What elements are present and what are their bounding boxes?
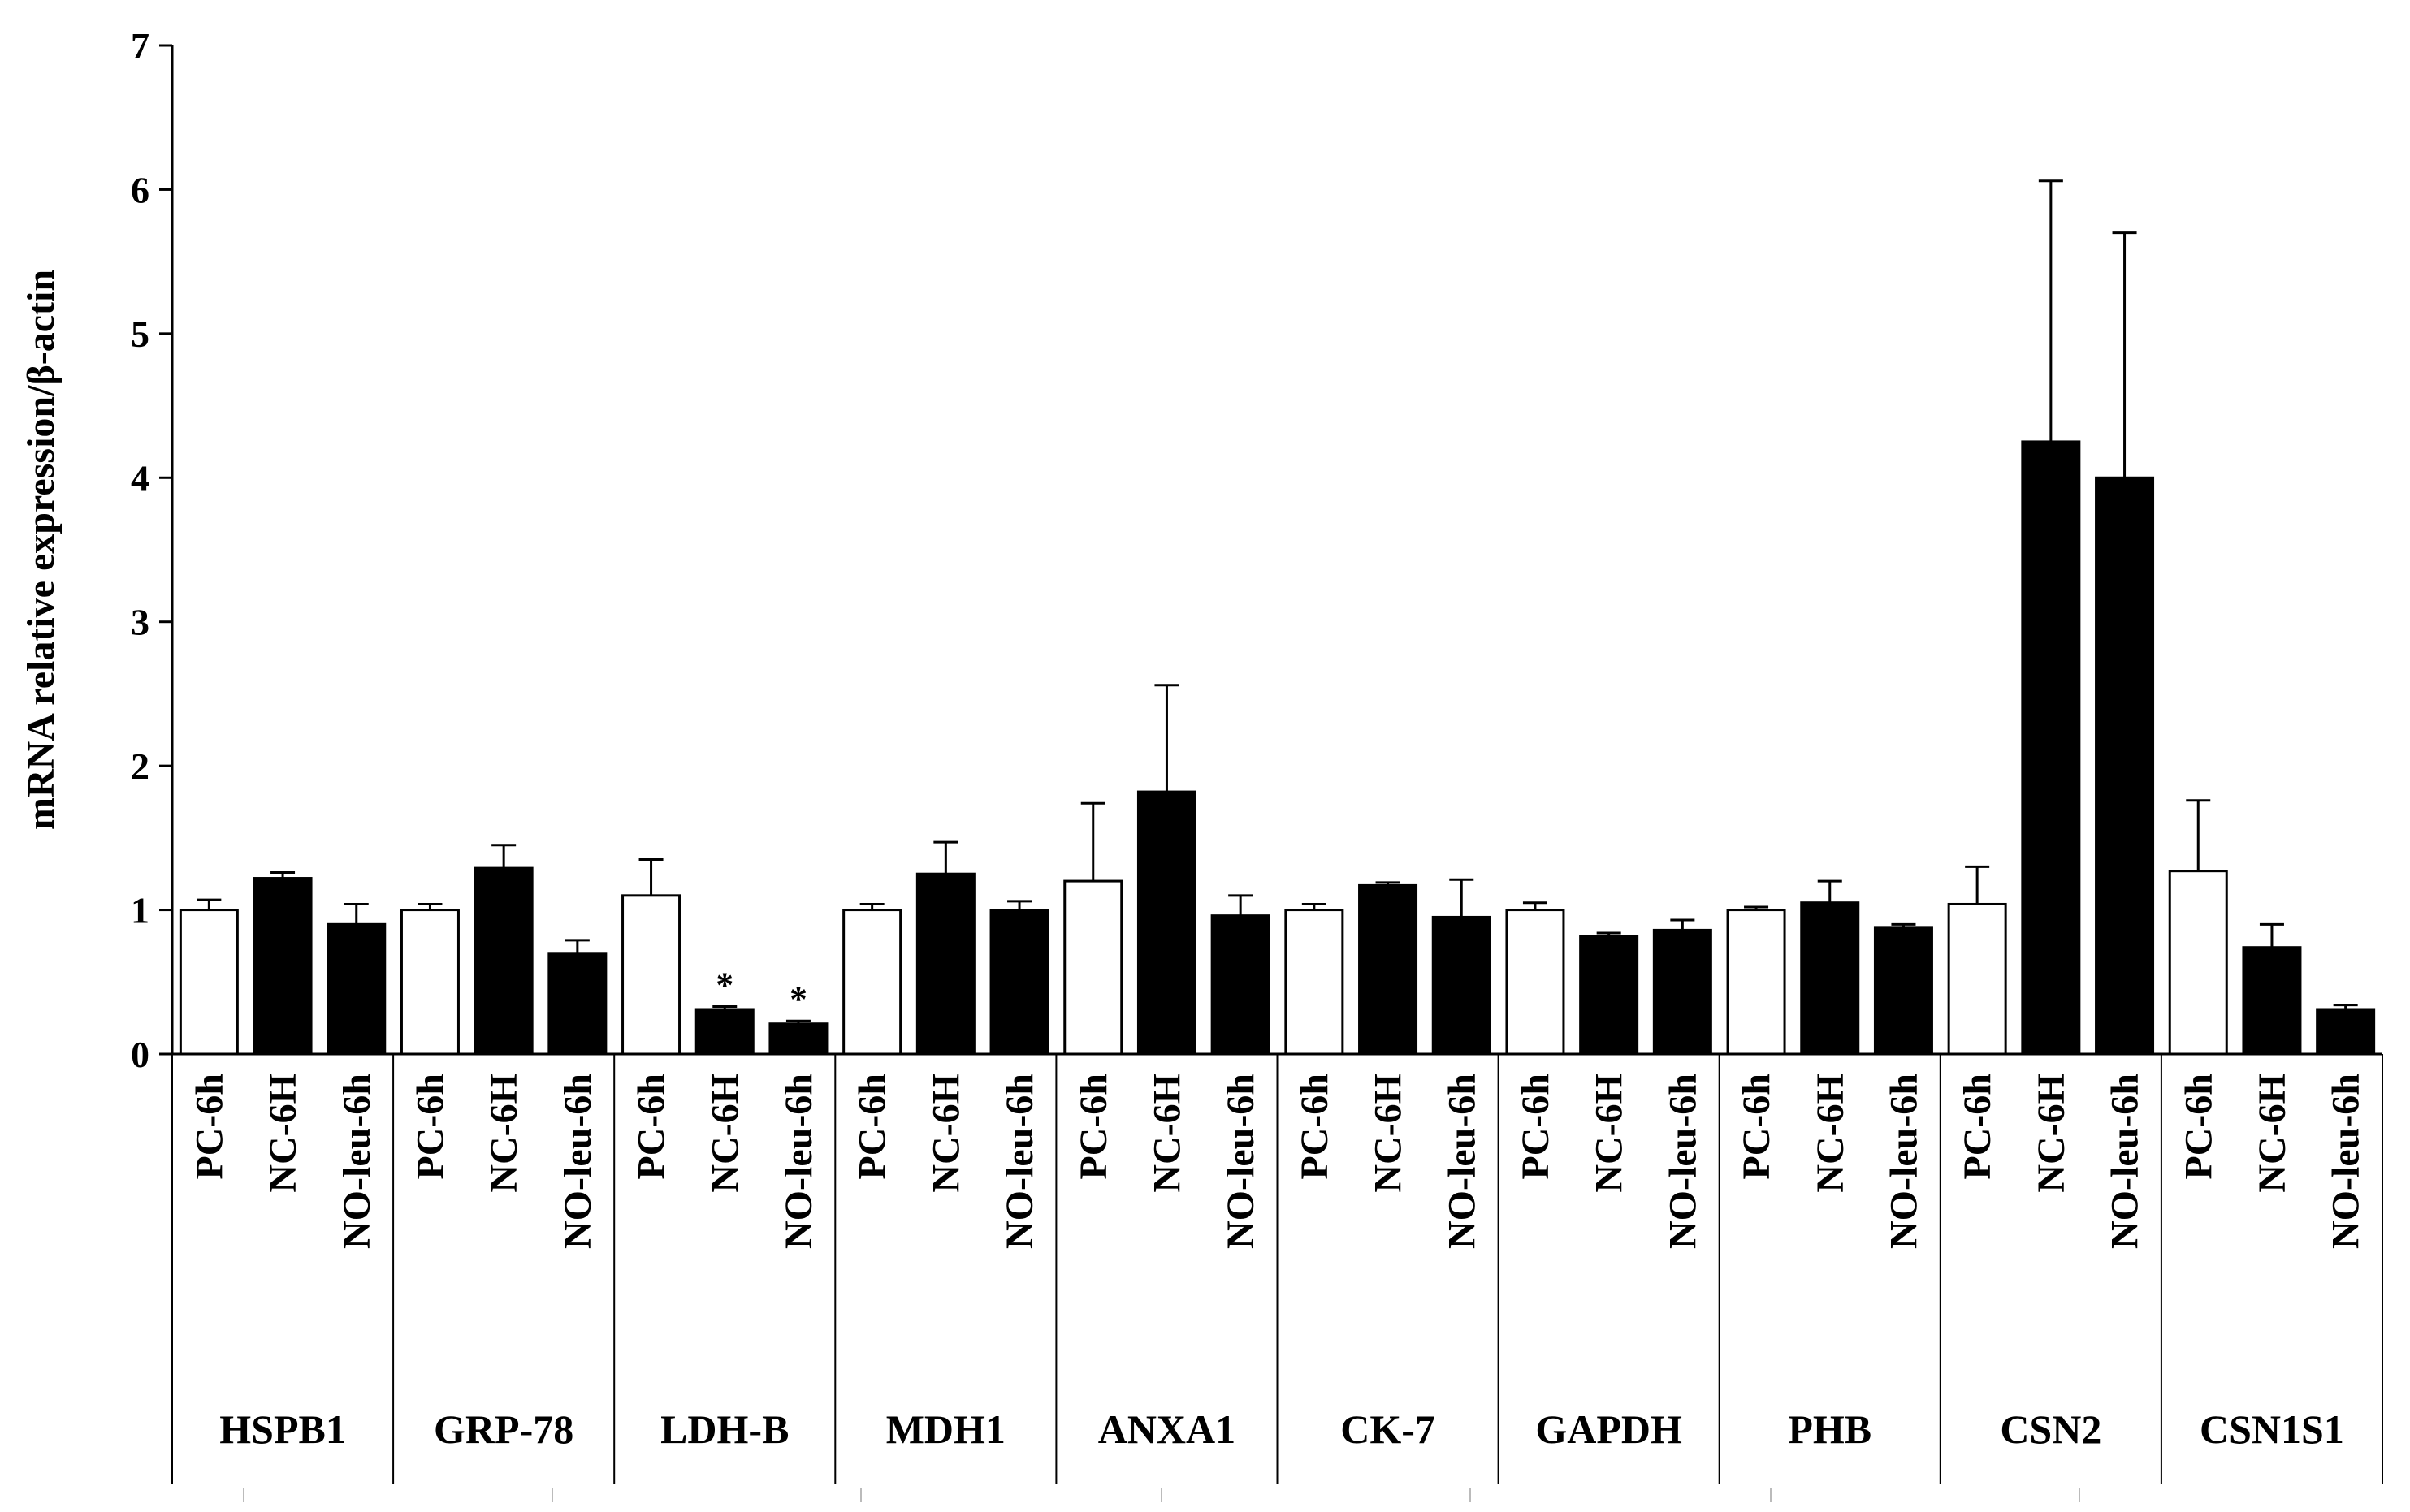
bar-LDH-B-NO-leu-6h (768, 1022, 829, 1056)
x-tick-label: PC-6h (188, 1074, 231, 1180)
bar-ANXA1-NO-leu-6h (1210, 914, 1270, 1056)
x-tick-label: PC-6h (1072, 1074, 1115, 1180)
bar-HSPB1-PC-6h (179, 909, 239, 1056)
bar-ANXA1-NC-6H (1136, 790, 1196, 1056)
x-tick-label: NO-leu-6h (1219, 1074, 1262, 1249)
bar-PHB-PC-6h (1726, 909, 1786, 1056)
x-tick-label: NO-leu-6h (1440, 1074, 1483, 1249)
bar-LDH-B-PC-6h (621, 894, 681, 1056)
bar-LDH-B-NC-6H (694, 1008, 755, 1056)
x-tick-label: NC-6H (1145, 1074, 1188, 1193)
x-tick-label: NC-6H (1588, 1074, 1631, 1193)
bar-GAPDH-NC-6H (1579, 935, 1639, 1056)
significance-star: * (790, 979, 807, 1019)
x-tick-label: PC-6h (2177, 1074, 2220, 1180)
bar-CSN1S1-PC-6h (2168, 870, 2228, 1056)
gene-label: CSN2 (2000, 1406, 2101, 1452)
significance-star: * (716, 965, 733, 1004)
y-tick-label: 2 (131, 745, 149, 787)
gene-label: MDH1 (886, 1406, 1006, 1452)
x-tick-label: NO-leu-6h (556, 1074, 599, 1249)
x-tick-label: NO-leu-6h (2104, 1074, 2147, 1249)
y-tick-label: 6 (131, 169, 149, 210)
bar-MDH1-NC-6H (915, 872, 976, 1056)
bar-PHB-NC-6H (1800, 901, 1860, 1056)
x-tick-label: NO-leu-6h (1882, 1074, 1925, 1249)
x-tick-label: PC-6h (851, 1074, 894, 1180)
bar-CSN1S1-NC-6H (2242, 946, 2302, 1056)
y-tick-label: 5 (131, 313, 149, 355)
x-tick-label: NO-leu-6h (777, 1074, 820, 1249)
bar-HSPB1-NC-6H (253, 877, 313, 1056)
x-tick-label: NO-leu-6h (335, 1074, 379, 1249)
x-tick-label: NC-6H (1367, 1074, 1410, 1193)
x-tick-label: PC-6h (630, 1074, 673, 1180)
chart-axes (159, 44, 2383, 1502)
bar-ANXA1-PC-6h (1063, 879, 1123, 1056)
x-tick-label: PC-6h (409, 1074, 452, 1180)
gene-label: CK-7 (1340, 1406, 1435, 1452)
bar-CK-7-NO-leu-6h (1431, 915, 1491, 1056)
bar-GAPDH-PC-6h (1505, 909, 1565, 1056)
x-tick-label: PC-6h (1514, 1074, 1557, 1180)
bar-CSN2-NC-6H (2021, 440, 2081, 1056)
bar-CSN2-NO-leu-6h (2095, 476, 2155, 1056)
gene-label: ANXA1 (1098, 1406, 1235, 1452)
gene-label: GAPDH (1535, 1406, 1682, 1452)
x-tick-label: NC-6H (2251, 1074, 2294, 1193)
bar-MDH1-PC-6h (842, 909, 902, 1056)
bar-CK-7-NC-6H (1358, 883, 1418, 1056)
bar-CSN2-PC-6h (1947, 902, 2007, 1056)
gene-label: HSPB1 (219, 1406, 346, 1452)
bar-HSPB1-NO-leu-6h (327, 922, 387, 1056)
x-tick-label: PC-6h (1293, 1074, 1336, 1180)
x-tick-label: NO-leu-6h (2325, 1074, 2368, 1249)
x-tick-label: PC-6h (1735, 1074, 1778, 1180)
bar-PHB-NO-leu-6h (1873, 926, 1933, 1056)
bar-GRP-78-NC-6H (474, 866, 534, 1056)
x-tick-label: NC-6H (703, 1074, 746, 1193)
x-tick-label: NC-6H (482, 1074, 526, 1193)
bar-CK-7-PC-6h (1284, 909, 1344, 1056)
y-tick-label: 1 (131, 890, 149, 931)
bar-GRP-78-PC-6h (400, 909, 460, 1056)
x-tick-label: NC-6H (262, 1074, 305, 1193)
bar-GAPDH-NO-leu-6h (1652, 928, 1712, 1056)
x-tick-label: NO-leu-6h (1661, 1074, 1704, 1249)
gene-label: LDH-B (660, 1406, 789, 1452)
gene-label: CSN1S1 (2200, 1406, 2344, 1452)
gene-label: GRP-78 (434, 1406, 573, 1452)
chart-labels: 0 1 2 3 4 5 6 7 PC-6h NC-6H NO-leu-6h HSPB1 PC-6h NC-… (131, 25, 2368, 1452)
y-tick-label: 3 (131, 602, 149, 643)
bar-MDH1-NO-leu-6h (989, 909, 1049, 1056)
gene-label: PHB (1788, 1406, 1871, 1452)
bar-GRP-78-NO-leu-6h (547, 952, 608, 1056)
x-tick-label: PC-6h (1956, 1074, 1999, 1180)
y-tick-label: 0 (131, 1034, 149, 1075)
y-axis-label: mRNA relative expression/β-actin (19, 270, 63, 830)
x-tick-label: NC-6H (2030, 1074, 2073, 1193)
x-tick-label: NO-leu-6h (998, 1074, 1041, 1249)
y-tick-label: 7 (131, 25, 149, 67)
x-tick-label: NC-6H (924, 1074, 967, 1193)
y-tick-label: 4 (131, 457, 149, 499)
x-tick-label: NC-6H (1809, 1074, 1852, 1193)
chart-bars (179, 179, 2376, 1056)
bar-CSN1S1-NO-leu-6h (2316, 1008, 2376, 1056)
